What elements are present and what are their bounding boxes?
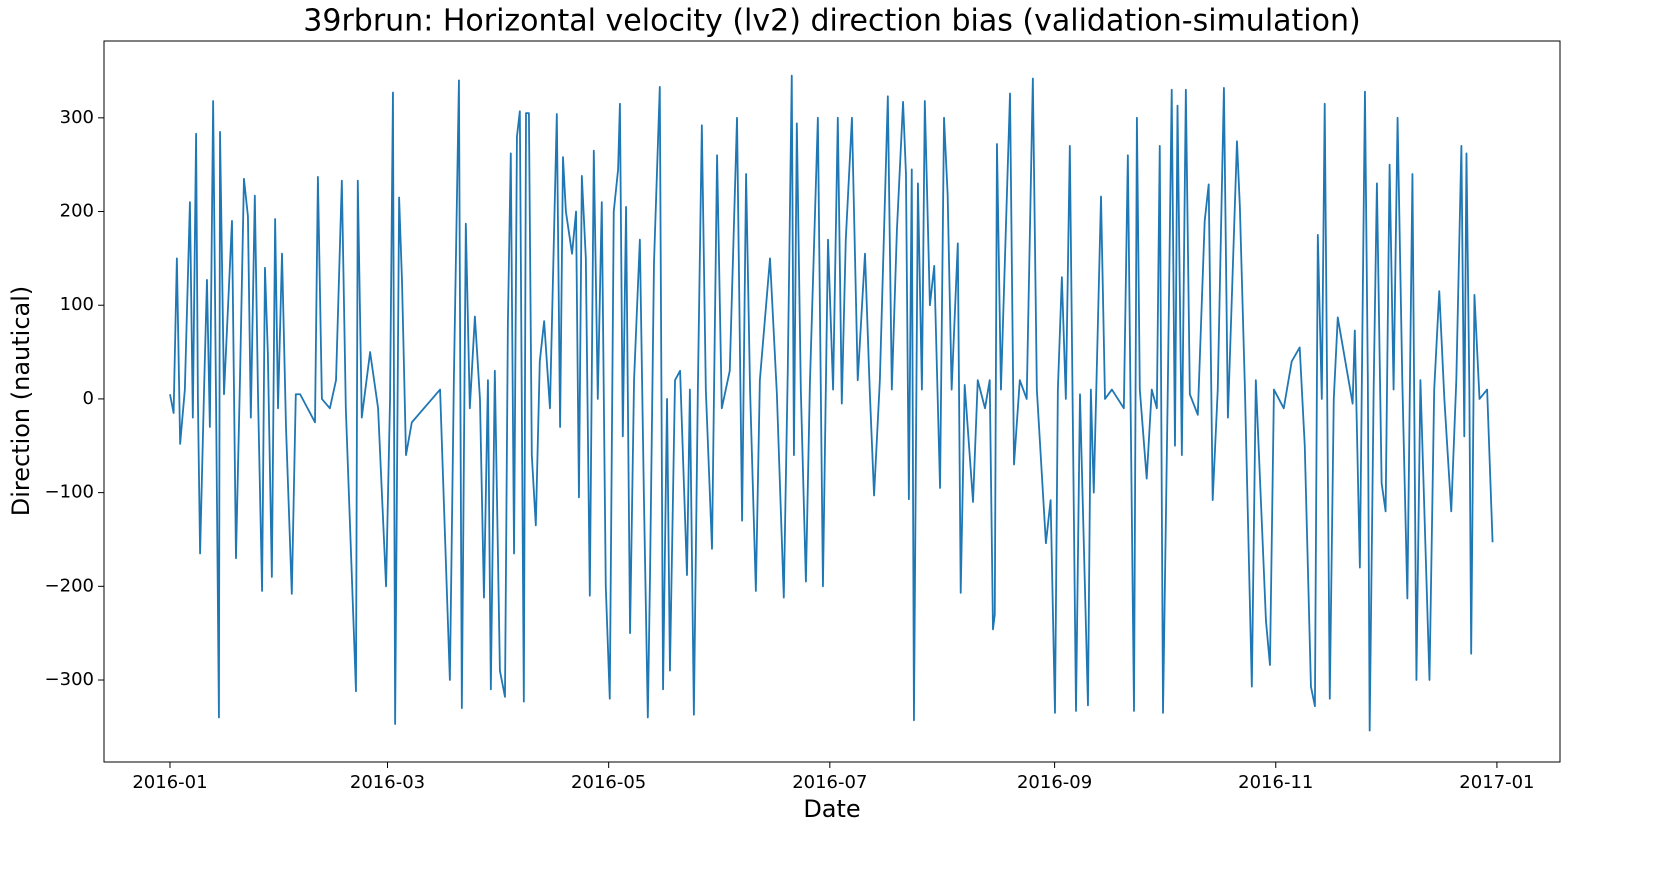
x-tick-label: 2016-07 <box>792 772 867 793</box>
y-axis-label: Direction (nautical) <box>7 286 35 517</box>
chart-title: 39rbrun: Horizontal velocity (lv2) direc… <box>303 4 1360 39</box>
x-tick-label: 2016-03 <box>350 772 425 793</box>
x-axis-label: Date <box>803 795 860 823</box>
x-tick-label: 2016-09 <box>1017 772 1092 793</box>
y-tick-label: 0 <box>83 388 94 409</box>
y-tick-label: 300 <box>60 107 94 128</box>
plot-frame <box>103 40 1561 763</box>
x-tick-label: 2016-11 <box>1238 772 1313 793</box>
y-tick-label: −200 <box>45 575 94 596</box>
y-tick-label: 200 <box>60 201 94 222</box>
x-tick-label: 2017-01 <box>1459 772 1534 793</box>
data-line <box>169 74 1494 732</box>
y-tick-label: −100 <box>45 482 94 503</box>
x-tick-label: 2016-05 <box>571 772 646 793</box>
y-tick-label: −300 <box>45 669 94 690</box>
y-tick-label: 100 <box>60 294 94 315</box>
x-tick-label: 2016-01 <box>132 772 207 793</box>
